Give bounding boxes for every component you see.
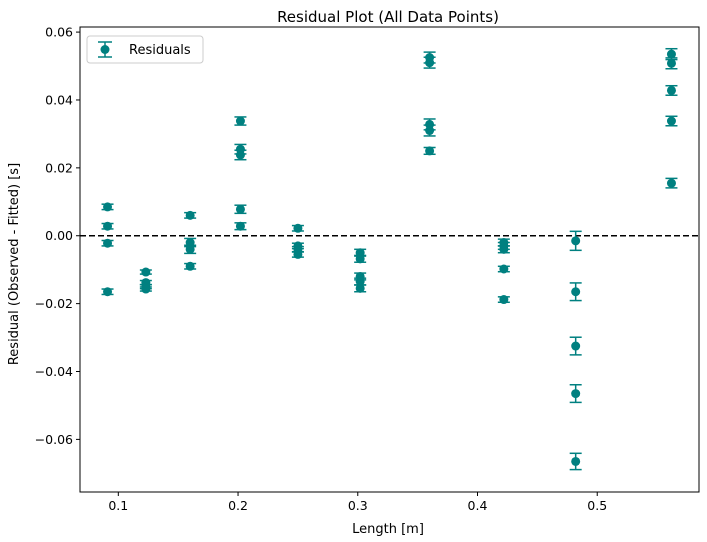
point-marker <box>355 277 365 287</box>
point-marker <box>571 456 581 466</box>
plot-frame <box>79 26 700 493</box>
data-point <box>497 295 510 305</box>
data-point <box>291 249 304 259</box>
point-marker <box>103 238 113 248</box>
point-marker <box>571 341 581 351</box>
y-tick-label: −0.02 <box>35 296 73 311</box>
point-marker <box>499 295 509 305</box>
point-marker <box>141 267 151 277</box>
x-axis-label: Length [m] <box>352 522 424 537</box>
point-marker <box>235 221 245 231</box>
data-point <box>423 124 436 137</box>
data-point <box>354 283 367 293</box>
data-point <box>234 221 247 231</box>
y-tick-label: −0.04 <box>35 364 73 379</box>
data-point <box>101 287 114 297</box>
y-tick-label: 0.04 <box>45 92 73 107</box>
x-tick-label: 0.5 <box>587 498 607 513</box>
data-point <box>291 223 304 233</box>
data-point <box>139 267 152 277</box>
data-point <box>569 452 582 471</box>
legend-box <box>86 35 204 64</box>
point-marker <box>666 58 676 68</box>
plot-area <box>80 47 699 471</box>
x-tick-label: 0.1 <box>108 498 128 513</box>
point-marker <box>666 85 676 95</box>
point-marker <box>425 58 435 68</box>
x-axis: 0.1 0.2 0.3 0.4 0.5 <box>108 492 607 513</box>
point-marker <box>103 202 113 212</box>
data-point <box>139 284 152 294</box>
data-point <box>354 254 367 264</box>
data-point <box>101 238 114 248</box>
data-point <box>569 282 582 302</box>
chart-title: Residual Plot (All Data Points) <box>277 8 499 26</box>
data-point <box>569 383 582 404</box>
data-point <box>234 149 247 161</box>
data-point <box>184 210 197 220</box>
y-axis-label: Residual (Observed - Fitted) [s] <box>7 163 22 365</box>
point-marker <box>293 223 303 233</box>
y-tick-label: −0.06 <box>35 432 73 447</box>
point-marker <box>571 236 581 246</box>
y-tick-label: 0.02 <box>45 160 73 175</box>
data-point <box>234 204 247 215</box>
y-tick-label: 0.00 <box>45 228 73 243</box>
data-point <box>569 230 582 252</box>
data-point <box>497 264 510 274</box>
data-point <box>665 115 678 127</box>
point-marker <box>235 150 245 160</box>
point-marker <box>103 287 113 297</box>
point-marker <box>355 254 365 264</box>
point-marker <box>571 287 581 297</box>
legend-marker-icon <box>100 45 110 54</box>
data-point <box>184 244 197 255</box>
point-marker <box>185 210 195 220</box>
point-marker <box>185 244 195 254</box>
data-point <box>423 56 436 69</box>
data-point <box>569 336 582 356</box>
point-marker <box>425 146 435 156</box>
data-point <box>423 146 436 156</box>
data-point <box>101 221 114 231</box>
x-tick-label: 0.4 <box>468 498 488 513</box>
y-axis: −0.06 −0.04 −0.02 0.00 0.02 0.04 0.06 <box>35 25 80 447</box>
data-point <box>101 202 114 212</box>
point-marker <box>235 116 245 126</box>
point-marker <box>571 389 581 399</box>
point-marker <box>293 249 303 259</box>
data-point <box>184 261 197 271</box>
data-point <box>665 84 678 96</box>
y-tick-label: 0.06 <box>45 25 73 40</box>
data-point <box>497 244 510 254</box>
point-marker <box>185 261 195 271</box>
data-point <box>665 177 678 189</box>
legend-label: Residuals <box>129 43 191 58</box>
point-marker <box>666 178 676 188</box>
x-tick-label: 0.3 <box>348 498 368 513</box>
data-point <box>234 116 247 126</box>
point-marker <box>499 264 509 274</box>
legend: Residuals <box>86 35 204 64</box>
point-marker <box>103 221 113 231</box>
point-marker <box>499 244 509 254</box>
point-marker <box>666 49 676 59</box>
point-marker <box>141 284 151 294</box>
point-marker <box>235 204 245 214</box>
point-marker <box>666 116 676 126</box>
point-marker <box>355 283 365 293</box>
point-marker <box>425 126 435 136</box>
x-tick-label: 0.2 <box>228 498 248 513</box>
data-point <box>665 57 678 70</box>
